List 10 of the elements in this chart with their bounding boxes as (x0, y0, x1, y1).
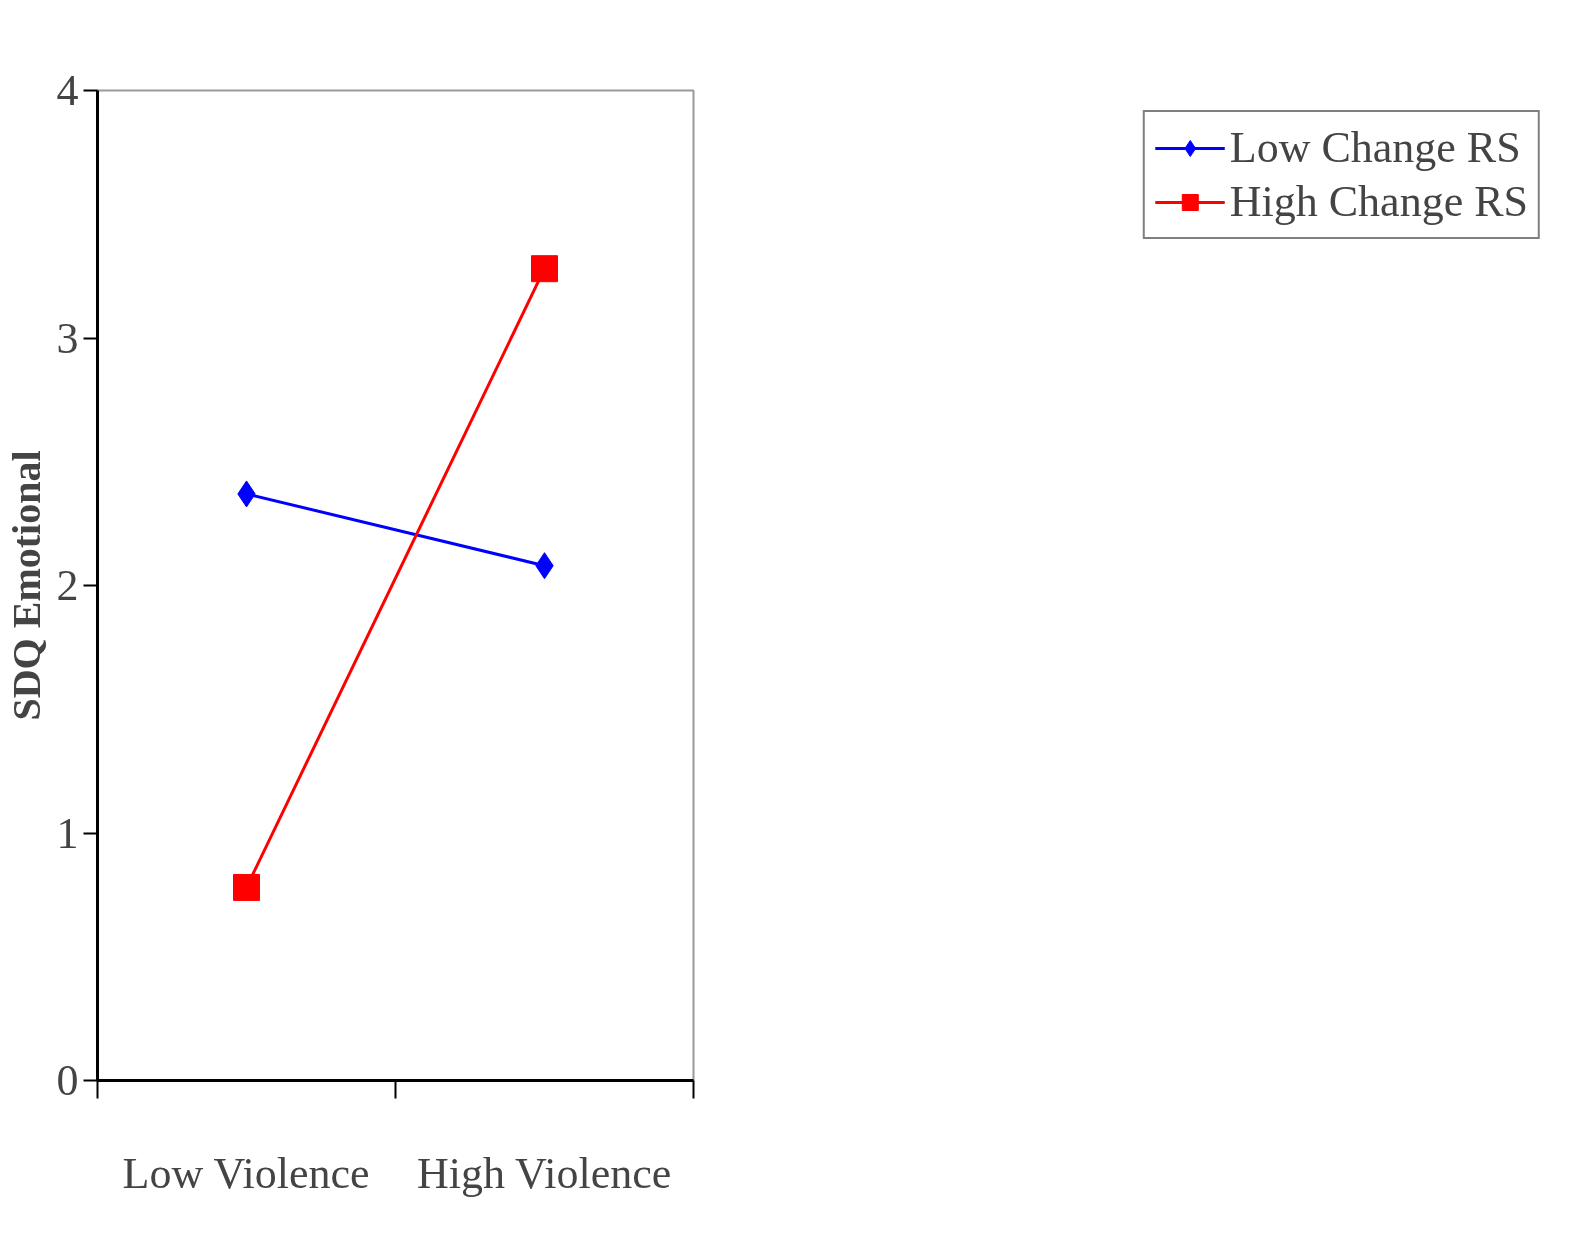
y-tick-label: 1 (56, 808, 79, 858)
y-tick-label: 2 (56, 561, 79, 610)
y-axis-title: SDQ Emotional (3, 450, 49, 721)
legend-label: High Change RS (1229, 176, 1528, 227)
legend-label: Low Change RS (1229, 122, 1521, 173)
y-tick-label: 4 (56, 66, 79, 115)
y-tick-label: 3 (56, 313, 79, 363)
x-tick-label: High Violence (416, 1148, 672, 1198)
y-tick-label: 0 (56, 1056, 79, 1105)
x-tick-label: Low Violence (122, 1148, 370, 1198)
